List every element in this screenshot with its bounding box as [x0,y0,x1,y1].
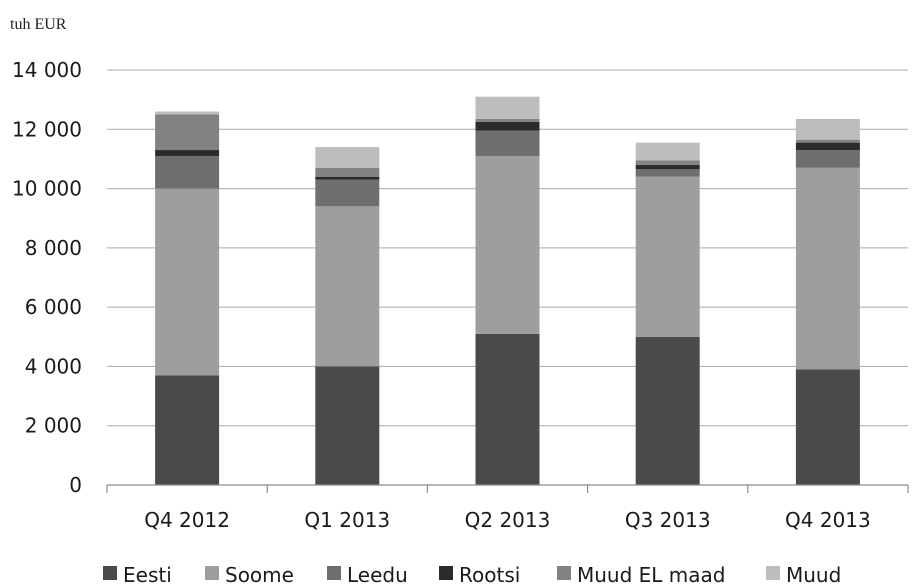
legend-swatch [439,566,453,580]
x-axis: Q4 2012 Q1 2013 Q2 2013 Q3 2013 Q4 2013 [106,484,909,532]
bar-segment [155,111,220,115]
y-tick-label: 8 000 [25,236,82,260]
legend: Eesti Soome Leedu Rootsi Muud EL maad Muud [103,563,841,585]
bar-segment [155,375,220,485]
bar-segment [635,160,700,165]
x-tick-label: Q4 2013 [785,508,871,532]
bar-segment [795,142,860,151]
legend-label: Muud [786,563,841,585]
y-tick-label: 4 000 [25,354,82,378]
bar-segment [475,96,540,119]
bar-segment [475,118,540,122]
legend-swatch [327,566,341,580]
legend-label: Leedu [347,563,408,585]
bar-segment [795,139,860,143]
legend-label: Rootsi [459,563,520,585]
legend-label: Muud EL maad [577,563,726,585]
y-tick-label: 6 000 [25,295,82,319]
bar-segment [315,167,380,177]
legend-swatch [103,566,117,580]
bar-segment [315,206,380,367]
y-tick-label: 2 000 [25,414,82,438]
bar-segment [155,114,220,151]
y-tick-label: 14 000 [12,58,82,82]
bar-segment [795,369,860,485]
x-tick-label: Q3 2013 [625,508,711,532]
bar-segment [315,176,380,180]
bar-segment [155,150,220,156]
y-tick-label: 12 000 [12,117,82,141]
bar-segment [315,366,380,485]
bar-segment [315,179,380,207]
x-tick-label: Q4 2012 [144,508,230,532]
bar-segment [795,150,860,168]
bars [155,96,860,485]
bar-segment [475,130,540,156]
y-axis-ticks: 0 2 000 4 000 6 000 8 000 10 000 12 000 14 000 [12,58,82,497]
bar-segment [635,169,700,177]
legend-swatch [557,566,571,580]
bar-segment [635,164,700,170]
y-tick-label: 0 [69,473,82,497]
bar-segment [795,118,860,140]
bar-segment [475,333,540,485]
legend-swatch [766,566,780,580]
y-tick-label: 10 000 [12,177,82,201]
x-tick-label: Q2 2013 [465,508,551,532]
legend-label: Eesti [123,563,172,585]
bar-segment [475,121,540,131]
bar-segment [795,167,860,370]
bar-segment [635,336,700,485]
x-tick-label: Q1 2013 [304,508,390,532]
bar-segment [635,176,700,337]
bar-segment [475,155,540,334]
bar-segment [635,142,700,161]
unit-label: tuh EUR [10,16,67,33]
legend-swatch [205,566,219,580]
bar-segment [155,155,220,189]
bar-segment [155,188,220,376]
legend-label: Soome [225,563,294,585]
bar-segment [315,147,380,168]
